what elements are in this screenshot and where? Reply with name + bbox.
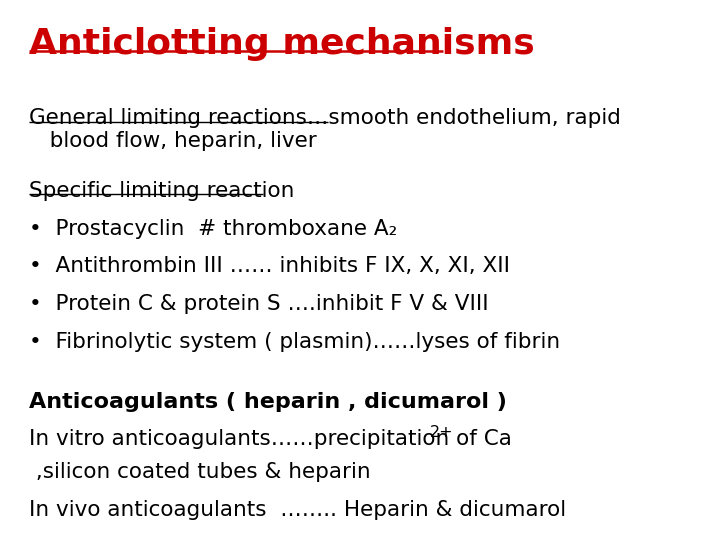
Text: •  Protein C & protein S ….inhibit F V & VIII: • Protein C & protein S ….inhibit F V & … <box>29 294 488 314</box>
Text: Anticlotting mechanisms: Anticlotting mechanisms <box>29 27 534 61</box>
Text: Specific limiting reaction: Specific limiting reaction <box>29 181 294 201</box>
Text: Anticoagulants ( heparin , dicumarol ): Anticoagulants ( heparin , dicumarol ) <box>29 392 507 411</box>
Text: •  Fibrinolytic system ( plasmin)……lyses of fibrin: • Fibrinolytic system ( plasmin)……lyses … <box>29 332 560 352</box>
Text: •  Prostacyclin  # thromboxane A₂: • Prostacyclin # thromboxane A₂ <box>29 219 397 239</box>
Text: 2+: 2+ <box>430 425 454 440</box>
Text: In vitro anticoagulants……precipitation of Ca: In vitro anticoagulants……precipitation o… <box>29 429 512 449</box>
Text: ,silicon coated tubes & heparin: ,silicon coated tubes & heparin <box>29 462 370 482</box>
Text: •  Antithrombin III …… inhibits F IX, X, XI, XII: • Antithrombin III …… inhibits F IX, X, … <box>29 256 510 276</box>
Text: In vivo anticoagulants  …….. Heparin & dicumarol: In vivo anticoagulants …….. Heparin & di… <box>29 500 566 519</box>
Text: General limiting reactions…smooth endothelium, rapid
   blood flow, heparin, liv: General limiting reactions…smooth endoth… <box>29 108 621 151</box>
